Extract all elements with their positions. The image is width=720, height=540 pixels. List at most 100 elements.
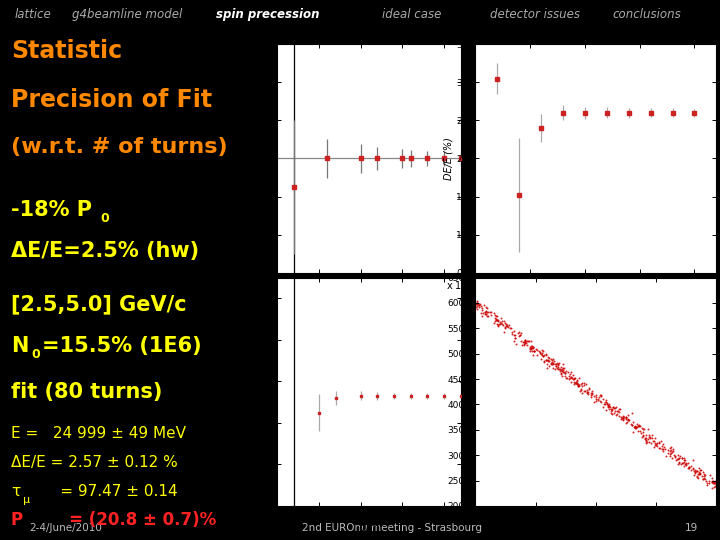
Point	[696, 466, 707, 475]
Point	[551, 362, 562, 370]
Point	[657, 440, 668, 448]
Point	[677, 458, 688, 467]
Point	[701, 477, 712, 486]
Point	[535, 349, 546, 357]
Point	[626, 421, 638, 430]
Point	[672, 455, 684, 463]
Point	[509, 333, 521, 342]
Point	[524, 343, 536, 352]
Point	[560, 374, 572, 382]
Point	[546, 360, 558, 368]
Point	[654, 437, 665, 446]
Y-axis label: mu-lifetime (n. turns): mu-lifetime (n. turns)	[243, 343, 252, 440]
Point	[703, 479, 715, 488]
Point	[476, 304, 487, 313]
Point	[534, 348, 545, 356]
Point	[665, 446, 677, 454]
Point	[554, 359, 565, 367]
Point	[586, 390, 598, 399]
Point	[642, 435, 654, 443]
Point	[644, 433, 655, 441]
Text: 0: 0	[31, 348, 40, 361]
Point	[593, 394, 604, 403]
Point	[603, 403, 614, 411]
Point	[555, 369, 567, 378]
Point	[494, 318, 505, 327]
Point	[499, 324, 510, 333]
Point	[573, 382, 585, 390]
Point	[481, 303, 492, 312]
Point	[667, 445, 679, 454]
Point	[526, 342, 538, 350]
Point	[528, 347, 540, 355]
Point	[649, 442, 660, 451]
Point	[570, 377, 582, 386]
Point	[555, 366, 567, 374]
Point	[658, 443, 670, 452]
Point	[572, 373, 584, 382]
Point	[549, 360, 561, 369]
Point	[698, 472, 709, 481]
Point	[554, 364, 565, 373]
Point	[651, 440, 662, 449]
Point	[516, 340, 528, 349]
Point	[494, 319, 505, 328]
Point	[501, 321, 513, 329]
Point	[578, 381, 590, 390]
Point	[653, 439, 665, 448]
Point	[603, 400, 614, 409]
Point	[499, 319, 510, 328]
Point	[595, 397, 607, 406]
Point	[577, 382, 588, 390]
Point	[698, 470, 710, 478]
Point	[476, 305, 487, 314]
Point	[710, 479, 720, 488]
Point	[477, 312, 488, 320]
Point	[611, 407, 622, 416]
Point	[552, 361, 564, 369]
Point	[550, 360, 562, 368]
Point	[674, 458, 685, 467]
Point	[573, 381, 585, 389]
Point	[672, 455, 683, 463]
Point	[470, 303, 482, 312]
Point	[683, 463, 694, 472]
Point	[527, 343, 539, 352]
Point	[539, 357, 550, 366]
Y-axis label: E$_0$(MeV): E$_0$(MeV)	[228, 138, 241, 179]
Point	[634, 421, 646, 430]
Point	[528, 347, 540, 355]
Point	[695, 469, 706, 477]
Point	[489, 308, 500, 317]
Point	[519, 336, 531, 345]
Point	[547, 359, 559, 368]
Point	[570, 379, 582, 388]
Point	[630, 422, 642, 431]
Point	[673, 458, 685, 467]
Point	[472, 300, 484, 309]
Point	[665, 450, 676, 458]
Point	[520, 339, 531, 347]
Point	[480, 310, 491, 319]
Point	[569, 374, 580, 383]
Point	[649, 441, 660, 449]
Point	[683, 463, 695, 472]
Point	[629, 423, 640, 432]
Point	[528, 344, 539, 353]
Point	[519, 336, 531, 345]
Point	[539, 356, 550, 365]
X-axis label: turn: turn	[358, 523, 380, 532]
Point	[614, 405, 626, 414]
Point	[500, 323, 511, 332]
Point	[550, 361, 562, 370]
Point	[677, 454, 688, 462]
Point	[485, 308, 497, 316]
Point	[492, 316, 503, 325]
Point	[626, 420, 638, 429]
Point	[665, 443, 677, 451]
Point	[495, 319, 506, 327]
Point	[650, 441, 662, 449]
Point	[580, 387, 591, 395]
X-axis label: turn: turn	[358, 289, 380, 299]
Point	[604, 400, 616, 408]
